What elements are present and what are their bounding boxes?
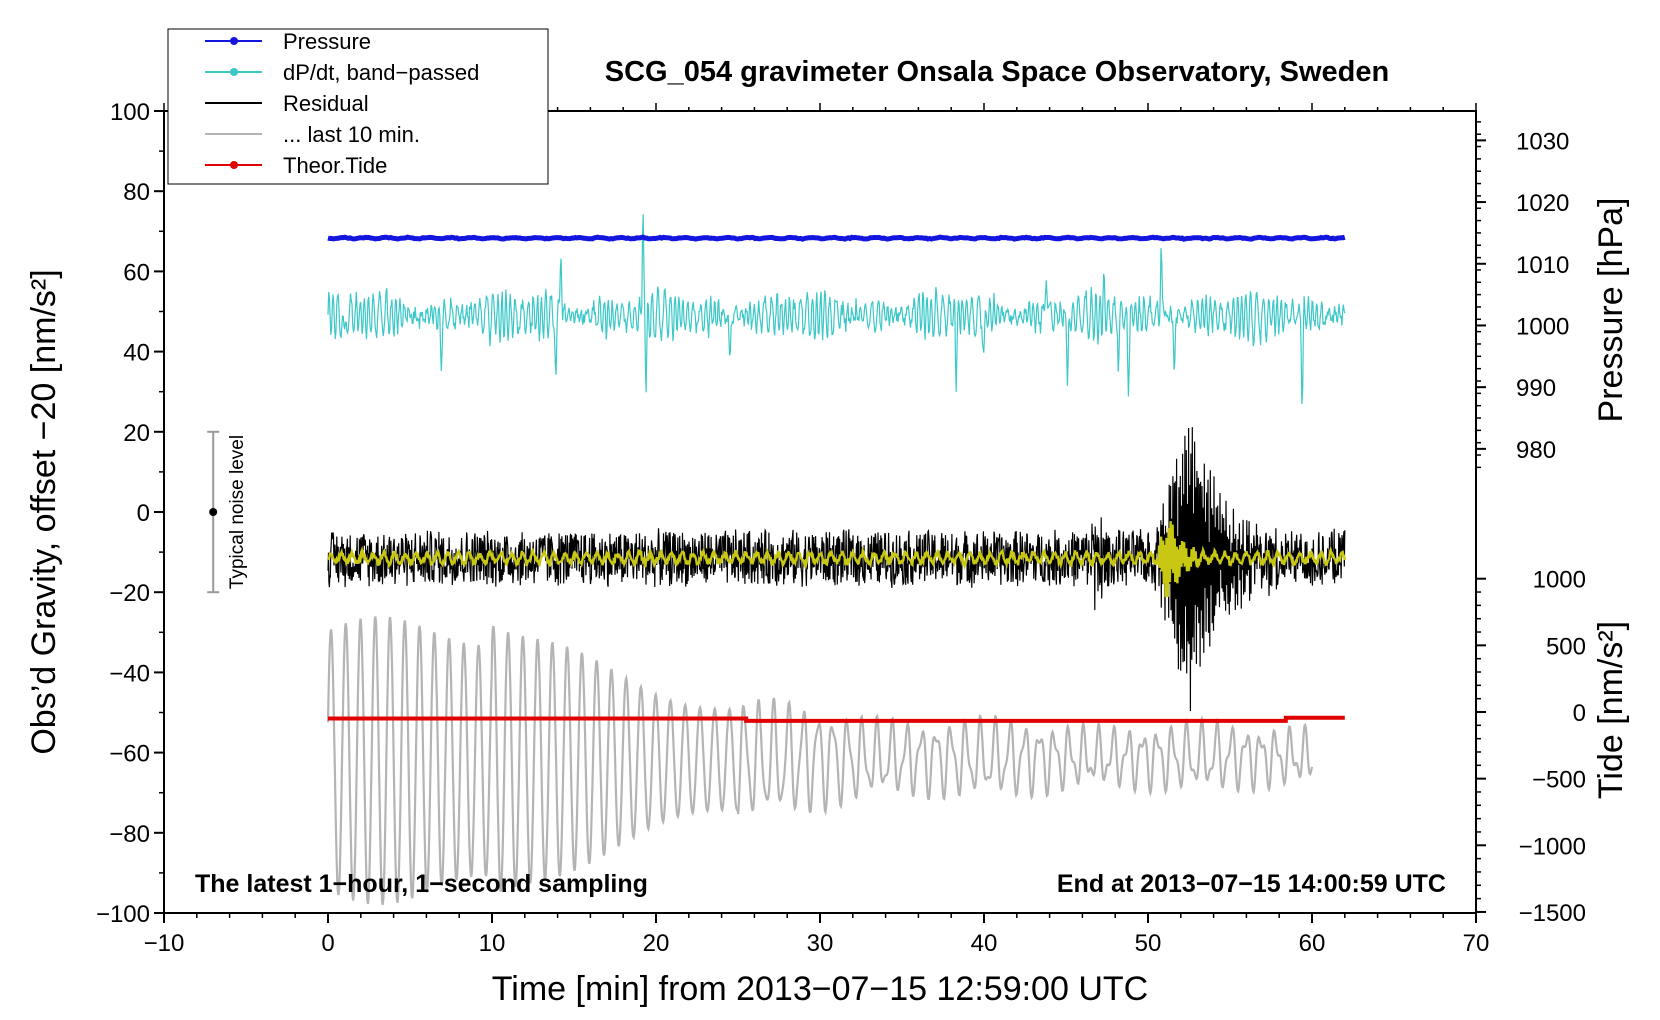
x-axis-label: Time [min] from 2013−07−15 12:59:00 UTC: [492, 970, 1148, 1008]
pressure-tick-label: 1030: [1516, 128, 1569, 155]
pressure-tick-label: 1010: [1516, 252, 1569, 279]
legend-swatch-marker: [230, 161, 238, 169]
plot-frame: [163, 110, 1477, 914]
series-last-10-min-line: [326, 616, 1314, 905]
noise-bar-label: Typical noise level: [227, 435, 248, 589]
legend-swatch-marker: [230, 37, 238, 45]
tide-tick-label: 500: [1546, 633, 1586, 660]
y-tick-label: 80: [123, 179, 150, 206]
y-axis-label-tide: Tide [nm/s²]: [1592, 621, 1630, 799]
noise-bar-center-dot: [209, 508, 218, 516]
series-smoothed-residual-line: [327, 521, 1346, 598]
series-layer: [326, 214, 1346, 905]
series-dpdt-line: [327, 214, 1346, 405]
x-tick-label: 70: [1463, 930, 1490, 957]
tide-tick-label: −1000: [1519, 833, 1586, 860]
legend-label: dP/dt, band−passed: [283, 60, 479, 85]
annotation-end-time: End at 2013−07−15 14:00:59 UTC: [1057, 870, 1446, 898]
x-tick-label: 30: [807, 930, 834, 957]
legend-label: ... last 10 min.: [283, 122, 420, 147]
tide-tick-label: 1000: [1533, 567, 1586, 594]
series-theor-tide-line: [328, 715, 1345, 723]
x-tick-label: 40: [971, 930, 998, 957]
x-tick-label: 10: [479, 930, 506, 957]
x-tick-label: 20: [643, 930, 670, 957]
y-tick-label: −20: [109, 580, 150, 607]
legend-box: [167, 28, 549, 185]
legend-label: Pressure: [283, 29, 371, 54]
y-tick-label: −80: [109, 821, 150, 848]
pressure-tick-label: 1000: [1516, 313, 1569, 340]
series-pressure-line: [327, 234, 1346, 242]
tide-tick-label: −500: [1532, 767, 1586, 794]
axis-ticks: −10 0 10 20 30 40 50 60 70−100−80−60−40−20020406…: [96, 99, 1586, 957]
series-residual-line: [327, 427, 1346, 712]
legend-label: Theor.Tide: [283, 153, 387, 178]
x-tick-label: 50: [1135, 930, 1162, 957]
legend-swatch-marker: [230, 68, 238, 76]
pressure-tick-label: 1020: [1516, 190, 1569, 217]
pressure-tick-label: 990: [1516, 375, 1556, 402]
y-tick-label: 100: [110, 99, 150, 126]
y-tick-label: 60: [123, 259, 150, 286]
y-axis-label-left: Obs’d Gravity, offset −20 [nm/s²]: [25, 269, 63, 754]
y-tick-label: −100: [96, 901, 150, 928]
tide-tick-label: 0: [1573, 700, 1586, 727]
tide-tick-label: −1500: [1519, 900, 1586, 927]
y-tick-label: −60: [109, 741, 150, 768]
y-tick-label: −40: [109, 660, 150, 687]
legend-label: Residual: [283, 91, 369, 116]
noise-level-indicator: Typical noise level: [207, 430, 248, 594]
pressure-tick-label: 980: [1516, 437, 1556, 464]
x-tick-label: 0: [321, 930, 334, 957]
y-tick-label: 20: [123, 420, 150, 447]
annotation-sampling: The latest 1−hour, 1−second sampling: [195, 870, 648, 898]
y-axis-label-pressure: Pressure [hPa]: [1592, 198, 1630, 423]
x-tick-label: 60: [1299, 930, 1326, 957]
y-tick-label: 40: [123, 340, 150, 367]
legend: Pressure dP/dt, band−passed Residual ... la…: [167, 28, 549, 185]
chart-title: SCG_054 gravimeter Onsala Space Observat…: [605, 56, 1389, 88]
x-tick-label: −10: [144, 930, 185, 957]
y-tick-label: 0: [137, 500, 150, 527]
